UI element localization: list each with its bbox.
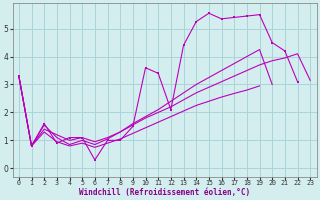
X-axis label: Windchill (Refroidissement éolien,°C): Windchill (Refroidissement éolien,°C) [79,188,250,197]
